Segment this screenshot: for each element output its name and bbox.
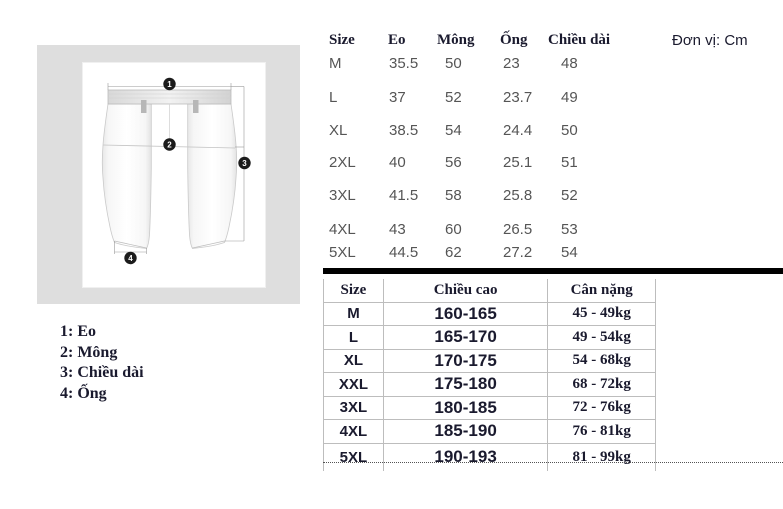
svg-text:1: 1	[167, 80, 172, 89]
svg-text:4: 4	[128, 254, 133, 263]
svg-text:3: 3	[242, 159, 247, 168]
svg-text:2: 2	[167, 141, 172, 150]
